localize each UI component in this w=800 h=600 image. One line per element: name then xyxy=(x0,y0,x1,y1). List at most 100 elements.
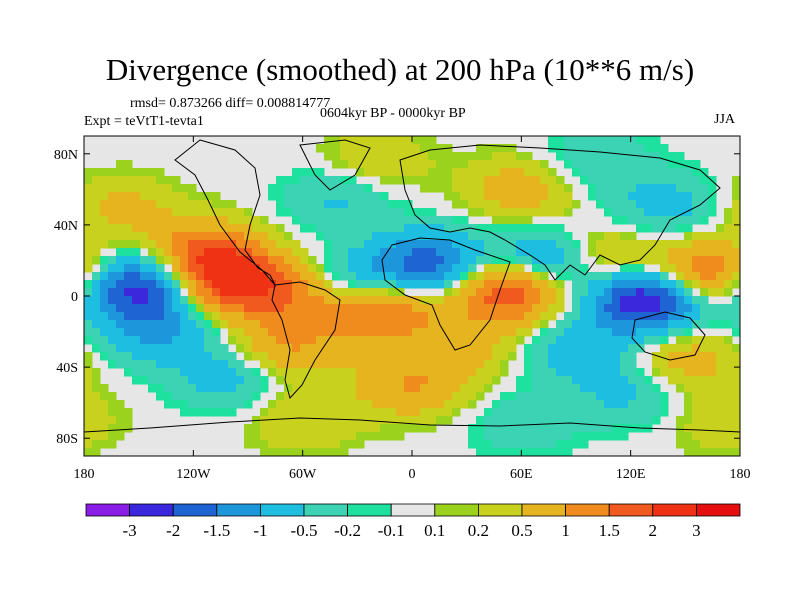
field-cell xyxy=(380,152,389,161)
field-cell xyxy=(652,304,661,313)
field-cell xyxy=(116,192,125,201)
field-cell xyxy=(708,352,717,361)
field-cell xyxy=(420,160,429,169)
field-cell xyxy=(492,176,501,185)
field-cell xyxy=(500,200,509,209)
field-cell xyxy=(388,168,397,177)
field-cell xyxy=(260,376,269,385)
field-cell xyxy=(164,208,173,217)
field-cell xyxy=(388,208,397,217)
field-cell xyxy=(148,280,157,289)
field-cell xyxy=(396,400,405,409)
field-cell xyxy=(236,208,245,217)
field-cell xyxy=(596,392,605,401)
field-cell xyxy=(500,176,509,185)
field-cell xyxy=(220,320,229,329)
field-cell xyxy=(468,336,477,345)
field-cell xyxy=(348,368,357,377)
field-cell xyxy=(564,160,573,169)
field-cell xyxy=(572,368,581,377)
field-cell xyxy=(308,408,317,417)
field-cell xyxy=(308,400,317,409)
field-cell xyxy=(708,424,717,433)
field-cell xyxy=(332,424,341,433)
field-cell xyxy=(228,368,237,377)
field-cell xyxy=(620,144,629,153)
field-cell xyxy=(716,368,725,377)
field-cell xyxy=(148,224,157,233)
field-cell xyxy=(508,288,517,297)
field-cell xyxy=(292,264,301,273)
field-cell xyxy=(732,248,740,257)
field-cell xyxy=(476,320,485,329)
field-cell xyxy=(356,424,365,433)
field-cell xyxy=(308,256,317,265)
field-cell xyxy=(196,248,205,257)
field-cell xyxy=(196,328,205,337)
field-cell xyxy=(628,424,637,433)
field-cell xyxy=(196,408,205,417)
field-cell xyxy=(292,408,301,417)
field-cell xyxy=(388,376,397,385)
field-cell xyxy=(164,288,173,297)
field-cell xyxy=(580,296,589,305)
field-cell xyxy=(716,392,725,401)
field-cell xyxy=(348,432,357,441)
field-cell xyxy=(284,440,293,449)
stats-label: rmsd= 0.873266 diff= 0.008814777 xyxy=(130,96,331,111)
field-cell xyxy=(92,256,101,265)
field-cell xyxy=(140,256,149,265)
field-cell xyxy=(284,448,293,456)
field-cell xyxy=(580,304,589,313)
field-cell xyxy=(108,312,117,321)
field-cell xyxy=(100,320,109,329)
field-cell xyxy=(732,432,740,441)
field-cell xyxy=(156,200,165,209)
field-cell xyxy=(148,384,157,393)
field-cell xyxy=(348,200,357,209)
field-cell xyxy=(412,256,421,265)
field-cell xyxy=(524,280,533,289)
field-cell xyxy=(556,336,565,345)
field-cell xyxy=(492,336,501,345)
field-cell xyxy=(404,368,413,377)
field-cell xyxy=(156,232,165,241)
field-cell xyxy=(148,368,157,377)
field-cell xyxy=(420,360,429,369)
field-cell xyxy=(724,440,733,449)
field-cell xyxy=(268,352,277,361)
field-cell xyxy=(628,200,637,209)
field-cell xyxy=(468,328,477,337)
field-cell xyxy=(500,392,509,401)
field-cell xyxy=(436,376,445,385)
field-cell xyxy=(244,312,253,321)
field-cell xyxy=(372,424,381,433)
field-cell xyxy=(100,408,109,417)
field-cell xyxy=(300,296,309,305)
field-cell xyxy=(284,400,293,409)
field-cell xyxy=(652,408,661,417)
field-cell xyxy=(604,304,613,313)
colorbar-label: 1.5 xyxy=(599,521,620,540)
field-cell xyxy=(500,168,509,177)
field-cell xyxy=(220,352,229,361)
field-cell xyxy=(356,240,365,249)
field-cell xyxy=(484,200,493,209)
field-cell xyxy=(196,288,205,297)
field-cell xyxy=(708,304,717,313)
field-cell xyxy=(412,144,421,153)
field-cell xyxy=(380,336,389,345)
field-cell xyxy=(132,216,141,225)
colorbar-swatch xyxy=(434,503,479,517)
field-cell xyxy=(628,152,637,161)
colorbar-swatch xyxy=(85,503,130,517)
field-cell xyxy=(524,368,533,377)
field-cell xyxy=(396,408,405,417)
field-cell xyxy=(268,192,277,201)
colorbar-label: -0.2 xyxy=(334,521,361,540)
field-cell xyxy=(444,288,453,297)
field-cell xyxy=(212,336,221,345)
field-cell xyxy=(164,384,173,393)
field-cell xyxy=(500,208,509,217)
field-cell xyxy=(356,312,365,321)
